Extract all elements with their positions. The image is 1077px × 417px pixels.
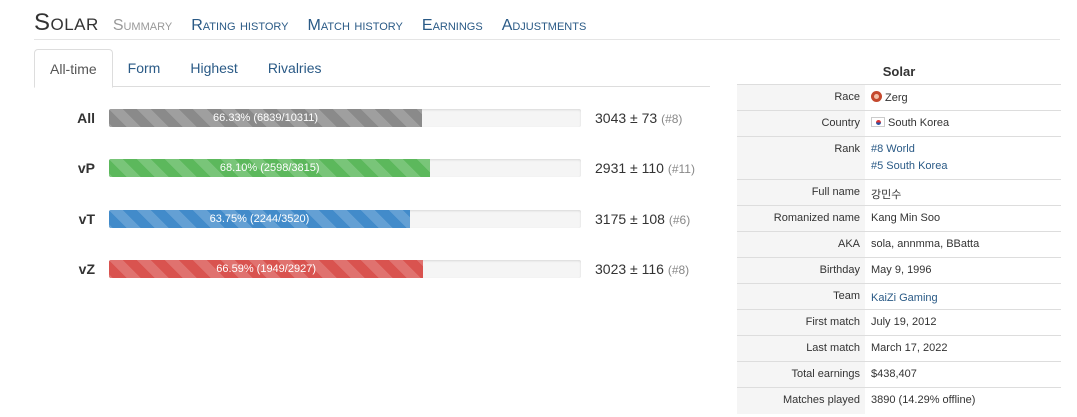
- page-title: Solar: [34, 9, 99, 36]
- winrate-bar-track: 68.10% (2598/3815): [109, 159, 581, 177]
- info-row-team: Team KaiZi Gaming: [737, 284, 1061, 310]
- rating-rank: (#8): [667, 263, 690, 277]
- matchup-label: All: [77, 110, 95, 126]
- tab-form[interactable]: Form: [127, 60, 161, 76]
- info-row-first-match: First match July 19, 2012: [737, 310, 1061, 336]
- winrate-bar-fill: 63.75% (2244/3520): [109, 210, 410, 228]
- info-value: 강민수: [871, 189, 902, 201]
- info-value: March 17, 2022: [871, 342, 948, 354]
- info-value: Kang Min Soo: [871, 212, 941, 224]
- info-value: 3890 (14.29% offline): [871, 394, 976, 406]
- info-value: KaiZi Gaming: [865, 284, 1061, 309]
- rating-value: 3175 ± 108 (#6): [595, 211, 691, 227]
- info-value: #8 World #5 South Korea: [865, 137, 1061, 179]
- team-link[interactable]: KaiZi Gaming: [871, 292, 938, 304]
- rating-value: 3043 ± 73 (#8): [595, 110, 683, 126]
- player-infobox: Solar Race Zerg Country South Korea Rank…: [737, 58, 1061, 414]
- info-value: Zerg: [865, 85, 1061, 110]
- rating-rank: (#11): [667, 162, 695, 176]
- winrate-bar-fill: 66.33% (6839/10311): [109, 109, 423, 127]
- info-row-birthday: Birthday May 9, 1996: [737, 258, 1061, 284]
- info-value: May 9, 1996: [871, 264, 932, 276]
- page-header: Solar Summary Rating history Match histo…: [34, 8, 1060, 40]
- info-key: Birthday: [737, 258, 865, 283]
- nav-summary[interactable]: Summary: [112, 17, 173, 34]
- tab-all-time[interactable]: All-time: [34, 49, 113, 88]
- info-key: Last match: [737, 336, 865, 361]
- info-key: Romanized name: [737, 206, 865, 231]
- info-value: $438,407: [871, 368, 917, 380]
- stats-tabs: All-time Form Highest Rivalries: [34, 49, 710, 88]
- info-row-romanized-name: Romanized name Kang Min Soo: [737, 206, 1061, 232]
- info-key: Full name: [737, 180, 865, 205]
- winrate-bar-fill: 66.59% (1949/2927): [109, 260, 424, 278]
- info-value: July 19, 2012: [871, 316, 937, 328]
- info-key: Rank: [737, 137, 865, 179]
- info-row-full-name: Full name 강민수: [737, 180, 1061, 206]
- info-row-aka: AKA sola, annmma, BBatta: [737, 232, 1061, 258]
- winrate-bar-track: 63.75% (2244/3520): [109, 210, 581, 228]
- info-key: Country: [737, 111, 865, 136]
- winrate-row-vt: vT 63.75% (2244/3520) 3175 ± 108 (#6): [60, 209, 700, 229]
- matchup-label: vZ: [78, 261, 95, 277]
- south-korea-flag-icon: [871, 117, 885, 127]
- info-row-last-match: Last match March 17, 2022: [737, 336, 1061, 362]
- rating-value: 2931 ± 110 (#11): [595, 160, 695, 176]
- matchup-label: vP: [77, 160, 95, 176]
- rating-rank: (#8): [661, 112, 683, 126]
- infobox-title: Solar: [737, 58, 1061, 85]
- info-key: Race: [737, 85, 865, 110]
- nav-adjustments[interactable]: Adjustments: [501, 17, 587, 34]
- winrate-row-vp: vP 68.10% (2598/3815) 2931 ± 110 (#11): [60, 158, 700, 178]
- info-row-matches-played: Matches played 3890 (14.29% offline): [737, 388, 1061, 414]
- nav-match-history[interactable]: Match history: [307, 17, 403, 34]
- winrate-row-all: All 66.33% (6839/10311) 3043 ± 73 (#8): [60, 108, 700, 128]
- info-key: First match: [737, 310, 865, 335]
- rating-rank: (#6): [668, 213, 691, 227]
- rating-value: 3023 ± 116 (#8): [595, 261, 690, 277]
- info-key: Total earnings: [737, 362, 865, 387]
- info-key: Matches played: [737, 388, 865, 414]
- info-row-rank: Rank #8 World #5 South Korea: [737, 137, 1061, 180]
- info-value: South Korea: [865, 111, 1061, 136]
- matchup-label: vT: [78, 211, 95, 227]
- info-row-total-earnings: Total earnings $438,407: [737, 362, 1061, 388]
- info-row-country: Country South Korea: [737, 111, 1061, 137]
- winrate-row-vz: vZ 66.59% (1949/2927) 3023 ± 116 (#8): [60, 259, 700, 279]
- winrate-bar-track: 66.59% (1949/2927): [109, 260, 581, 278]
- info-row-race: Race Zerg: [737, 85, 1061, 111]
- tab-rivalries[interactable]: Rivalries: [267, 60, 322, 76]
- rank-national-link[interactable]: #5 South Korea: [871, 160, 948, 172]
- nav-earnings[interactable]: Earnings: [421, 17, 483, 34]
- info-key: Team: [737, 284, 865, 309]
- tab-highest[interactable]: Highest: [190, 60, 238, 76]
- winrate-bar-fill: 68.10% (2598/3815): [109, 159, 431, 177]
- info-key: AKA: [737, 232, 865, 257]
- info-value: sola, annmma, BBatta: [871, 238, 980, 250]
- winrate-bar-track: 66.33% (6839/10311): [109, 109, 581, 127]
- nav-rating-history[interactable]: Rating history: [191, 17, 289, 34]
- rank-world-link[interactable]: #8 World: [871, 143, 915, 155]
- zerg-icon: [871, 91, 882, 102]
